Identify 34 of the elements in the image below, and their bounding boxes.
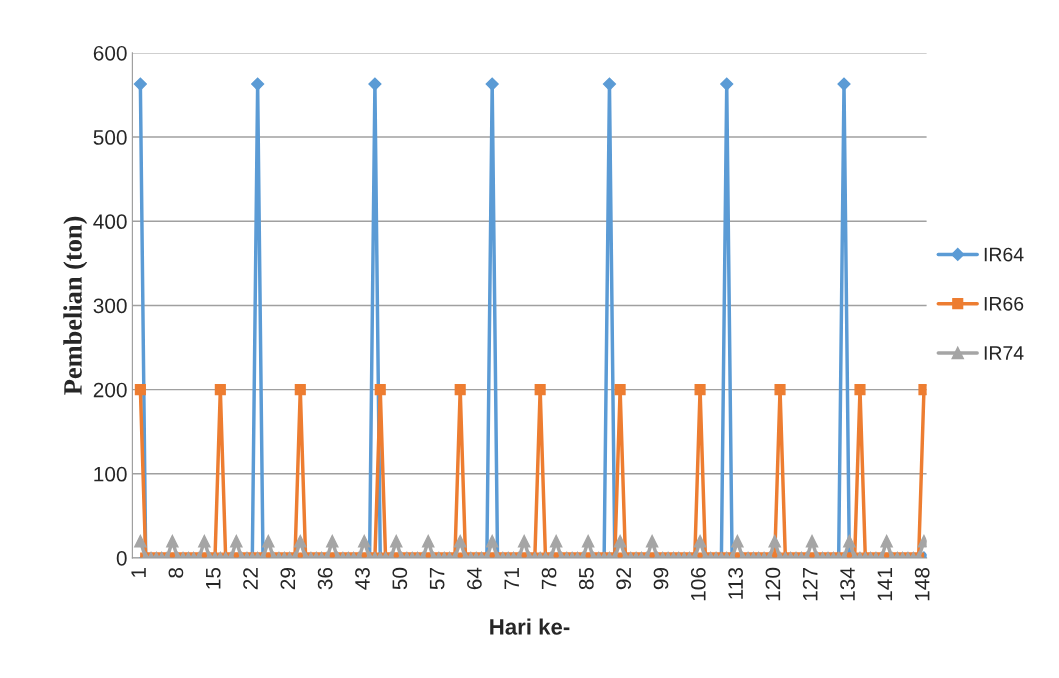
x-tick-label: 22: [243, 568, 258, 590]
x-tick-label: 8: [168, 567, 184, 578]
x-axis-title: Hari ke-: [490, 618, 570, 635]
x-tick-label: 92: [616, 568, 632, 590]
y-tick-label: 0: [116, 551, 127, 566]
y-tick-label: 500: [93, 130, 127, 145]
x-tick-label: 43: [355, 567, 370, 590]
x-tick-label: 1: [131, 568, 146, 578]
x-tick-label: 148: [914, 567, 930, 601]
legend-label: IR74: [984, 346, 1024, 360]
x-tick-label: 71: [504, 568, 519, 590]
x-tick-label: 36: [317, 567, 333, 590]
legend-label: IR64: [984, 247, 1024, 262]
x-tick-label: 50: [392, 567, 408, 590]
x-tick-label: 85: [578, 567, 594, 590]
y-tick-label: 100: [94, 466, 127, 482]
x-tick-label: 120: [765, 567, 781, 601]
x-tick-label: 29: [280, 568, 296, 590]
y-tick-label: 400: [93, 214, 127, 230]
x-tick-label: 57: [429, 568, 445, 590]
x-tick-label: 64: [467, 567, 482, 590]
x-tick-label: 15: [206, 567, 221, 589]
x-tick-label: 141: [877, 568, 893, 601]
y-axis-title: Pembelian (ton): [63, 216, 88, 395]
legend-label: IR66: [984, 296, 1024, 311]
x-tick-label: 127: [802, 568, 818, 601]
x-tick-label: 106: [690, 567, 706, 601]
x-tick-label: 99: [653, 568, 669, 590]
x-tick-label: 78: [541, 567, 557, 590]
x-tick-label: 134: [840, 567, 855, 601]
y-tick-label: 600: [93, 45, 127, 61]
x-tick-label: 113: [728, 567, 743, 599]
y-tick-label: 300: [93, 298, 127, 314]
y-tick-label: 200: [93, 382, 127, 398]
